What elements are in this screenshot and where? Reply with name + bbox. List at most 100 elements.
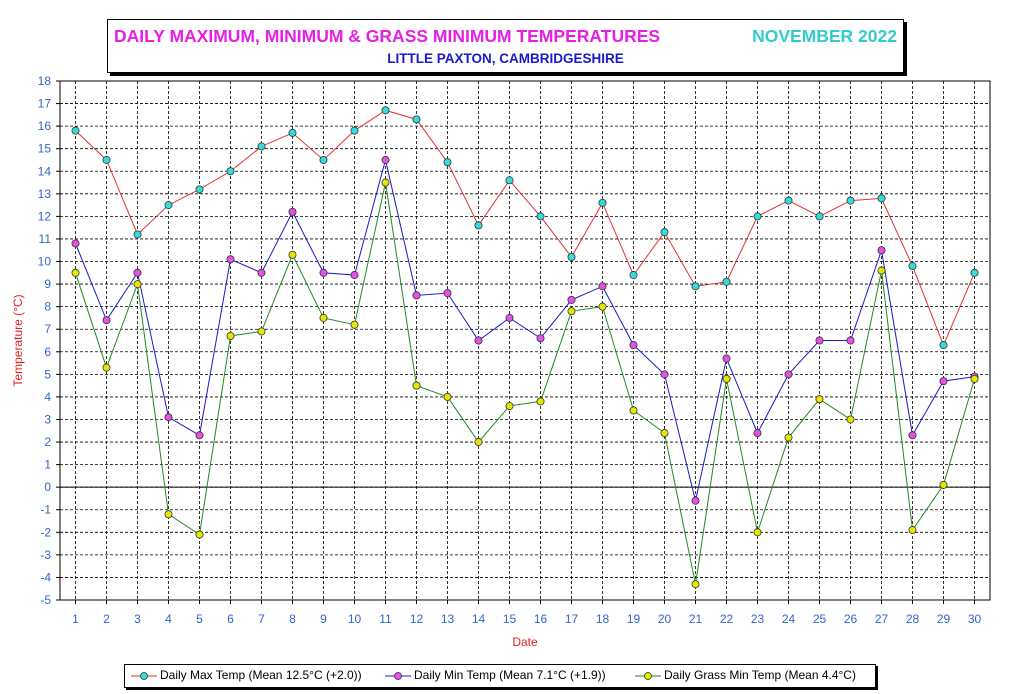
data-point-min: [536, 334, 545, 343]
x-tick-label: 16: [534, 612, 548, 626]
data-point-max: [691, 282, 700, 291]
data-point-max: [598, 198, 607, 207]
x-tick-label: 13: [441, 612, 455, 626]
x-tick-label: 12: [410, 612, 424, 626]
plot-area: [59, 80, 991, 601]
data-point-min: [412, 291, 421, 300]
y-tick-label: -3: [40, 548, 51, 562]
data-point-min: [288, 207, 297, 216]
data-point-grass: [908, 526, 917, 535]
data-point-grass: [629, 406, 638, 415]
data-point-min: [350, 271, 359, 280]
data-point-min: [691, 496, 700, 505]
x-tick-label: 1: [72, 612, 79, 626]
data-point-max: [71, 126, 80, 135]
chart-period: NOVEMBER 2022: [752, 26, 897, 46]
y-tick-label: 13: [38, 187, 52, 201]
x-tick-label: 3: [134, 612, 141, 626]
y-tick-label: 0: [44, 480, 51, 494]
data-point-max: [226, 167, 235, 176]
series-group: [71, 106, 979, 589]
x-tick-label: 7: [258, 612, 265, 626]
data-point-max: [350, 126, 359, 135]
legend-swatches: [131, 672, 661, 680]
y-tick-label: 5: [44, 367, 51, 381]
chart-location: LITTLE PAXTON, CAMBRIDGESHIRE: [387, 51, 624, 66]
data-point-max: [443, 158, 452, 167]
y-tick-label: 12: [38, 209, 52, 223]
legend-min-label: Daily Min Temp (Mean 7.1°C (+1.9)): [414, 668, 606, 682]
data-point-min: [908, 431, 917, 440]
x-tick-label: 2: [103, 612, 110, 626]
data-point-min: [257, 268, 266, 277]
x-axis-label: Date: [512, 635, 538, 649]
x-tick-label: 27: [875, 612, 889, 626]
data-point-min: [443, 289, 452, 298]
data-point-min: [598, 282, 607, 291]
chart-title: DAILY MAXIMUM, MINIMUM & GRASS MINIMUM T…: [114, 26, 661, 46]
data-point-max: [474, 221, 483, 230]
data-point-grass: [722, 374, 731, 383]
y-tick-label: 8: [44, 300, 51, 314]
x-tick-label: 10: [348, 612, 362, 626]
data-point-grass: [784, 433, 793, 442]
data-point-grass: [443, 392, 452, 401]
x-tick-label: 26: [844, 612, 858, 626]
data-point-min: [567, 295, 576, 304]
data-point-max: [257, 142, 266, 151]
data-point-min: [71, 239, 80, 248]
x-tick-label: 21: [689, 612, 703, 626]
data-point-grass: [660, 429, 669, 438]
x-tick-label: 4: [165, 612, 172, 626]
data-point-grass: [753, 528, 762, 537]
data-point-grass: [102, 363, 111, 372]
data-point-max: [133, 230, 142, 239]
data-point-min: [784, 370, 793, 379]
data-point-grass: [505, 401, 514, 410]
data-point-grass: [319, 313, 328, 322]
y-tick-label: 3: [44, 412, 51, 426]
data-point-max: [412, 115, 421, 124]
y-tick-label: 16: [38, 119, 52, 133]
x-tick-label: 18: [596, 612, 610, 626]
data-point-max: [505, 176, 514, 185]
data-point-grass: [691, 580, 700, 589]
x-tick-label: 5: [196, 612, 203, 626]
data-point-grass: [288, 250, 297, 259]
x-tick-label: 8: [289, 612, 296, 626]
data-point-min: [629, 341, 638, 350]
data-point-grass: [474, 438, 483, 447]
data-point-grass: [381, 178, 390, 187]
x-tick-label: 17: [565, 612, 579, 626]
data-point-grass: [350, 320, 359, 329]
data-point-grass: [195, 530, 204, 539]
legend-min-marker: [394, 672, 402, 680]
data-point-max: [288, 128, 297, 137]
data-point-grass: [567, 307, 576, 316]
y-axis-label: Temperature (°C): [11, 294, 25, 386]
y-tick-label: 4: [44, 390, 51, 404]
data-point-min: [846, 336, 855, 345]
x-tick-label: 11: [379, 612, 392, 626]
legend-grass-label: Daily Grass Min Temp (Mean 4.4°C): [664, 668, 856, 682]
legend-grass-marker: [644, 672, 652, 680]
data-point-max: [908, 262, 917, 271]
x-tick-label: 14: [472, 612, 486, 626]
y-tick-label: -4: [40, 570, 51, 584]
data-point-min: [102, 316, 111, 325]
series-line-grass: [75, 182, 975, 585]
y-tick-label: 10: [38, 255, 52, 269]
data-point-grass: [133, 280, 142, 289]
data-point-min: [753, 429, 762, 438]
y-tick-label: 2: [44, 435, 51, 449]
data-point-grass: [815, 395, 824, 404]
data-point-max: [536, 212, 545, 221]
data-point-grass: [877, 266, 886, 275]
data-point-grass: [846, 415, 855, 424]
x-tick-label: 28: [906, 612, 920, 626]
y-tick-label: 1: [44, 458, 51, 472]
data-point-max: [102, 155, 111, 164]
data-point-grass: [257, 327, 266, 336]
legend-max-label: Daily Max Temp (Mean 12.5°C (+2.0)): [160, 668, 362, 682]
